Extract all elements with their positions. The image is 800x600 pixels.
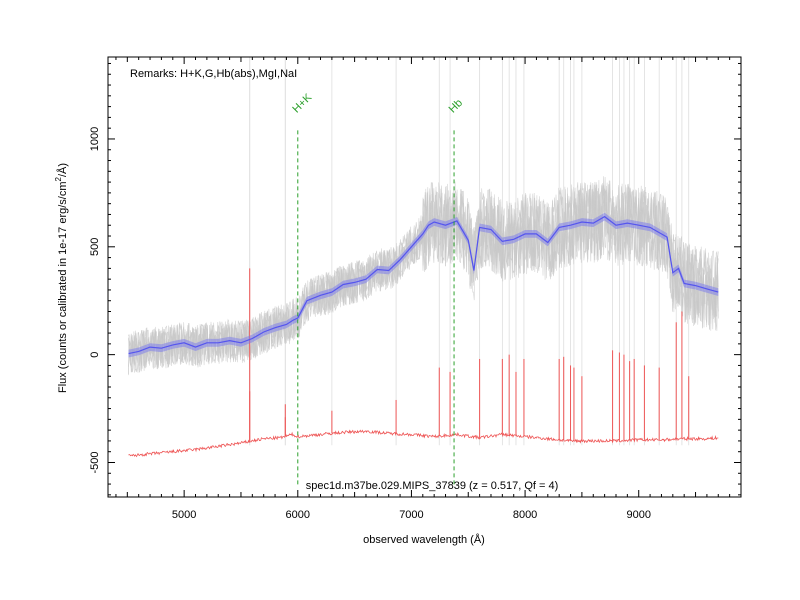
y-tick-label: -500 [89,451,101,473]
noise-trace [128,180,719,373]
y-axis-label: Flux (counts or calibrated in 1e-17 erg/… [54,163,69,393]
caption-text: spec1d.m37be.029.MIPS_37839 (z = 0.517, … [306,480,559,492]
x-axis-label: observed wavelength (Å) [363,533,485,546]
x-tick-label: 7000 [399,509,423,521]
y-tick-label: 500 [89,238,101,256]
remarks-text: Remarks: H+K,G,Hb(abs),MgI,NaI [130,68,297,80]
y-tick-label: 0 [89,352,101,358]
x-tick-label: 5000 [172,509,196,521]
line-marker-label: Hb [447,97,465,115]
smoothed-spectrum-line [128,215,719,355]
y-axis-label-superscript: 2 [54,176,63,181]
line-marker-label: H+K [290,91,314,115]
smoothed-spectrum-band [128,212,719,358]
x-tick-label: 6000 [286,509,310,521]
y-axis-label-end: /Å) [56,163,69,177]
series-layer [128,212,719,458]
x-tick-label: 8000 [513,509,537,521]
error-spectrum-line [128,429,719,458]
axis-ticks: 5000 6000 7000 8000 9000 -500 0 500 1000 [89,57,742,521]
y-tick-label: 1000 [89,127,101,151]
y-axis-label-main: Flux (counts or calibrated in 1e-17 erg/… [57,181,69,393]
plot-frame [107,56,742,498]
x-tick-label: 9000 [626,509,650,521]
